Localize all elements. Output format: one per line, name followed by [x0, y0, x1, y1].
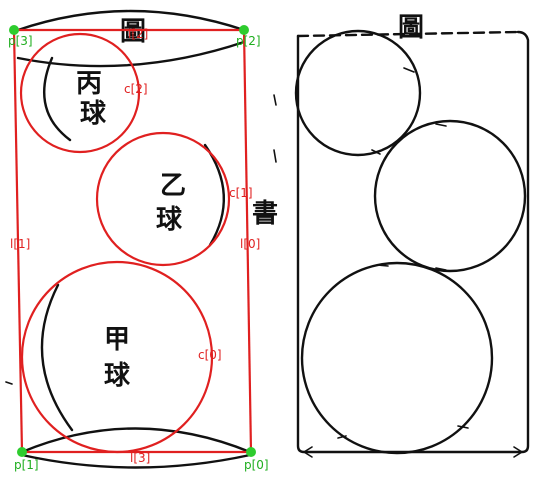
point-label-p1: p[1] — [14, 458, 39, 472]
line-label-l0: l[0] — [240, 237, 260, 251]
line-label-l1: l[1] — [10, 237, 30, 251]
circle-label-c2: c[2] — [124, 82, 148, 96]
circle-c1 — [95, 131, 231, 267]
left-top-arc — [16, 9, 246, 32]
right-top-caption: 圖 — [398, 13, 424, 43]
right-ball-tick — [377, 264, 389, 267]
ball-label-bing-2: 球 — [80, 99, 107, 129]
left-ball-ink-arc-small — [43, 56, 72, 142]
left-top-caption: 圖 — [120, 17, 146, 47]
circle-c0 — [20, 260, 214, 454]
point-p1 — [17, 447, 27, 457]
right-container-outline — [296, 30, 530, 454]
ball-label-jia-1: 甲 — [104, 325, 130, 355]
right-ball-tick — [457, 425, 469, 429]
circle-label-c0: c[0] — [198, 348, 222, 362]
ball-label-bing-1: 丙 — [76, 69, 102, 99]
left-top-inner-arc — [16, 40, 246, 68]
point-p2 — [239, 25, 249, 35]
right-ball-bottom — [300, 261, 494, 455]
point-label-p0: p[0] — [244, 458, 269, 472]
left-bottom-outer-arc — [20, 453, 252, 469]
line-l1 — [12, 29, 24, 453]
ball-label-jia-2: 球 — [104, 361, 131, 391]
right-ball-tick — [435, 123, 447, 127]
line-l0 — [242, 29, 253, 453]
right-figure: 圖 — [294, 13, 530, 458]
ink-mark — [273, 94, 277, 106]
right-ball-tick — [337, 435, 347, 439]
point-label-p3: p[3] — [8, 34, 33, 48]
right-ball-middle — [373, 119, 527, 273]
left-figure: 圖 書 丙 球 乙 球 甲 球 — [5, 9, 278, 469]
right-ball-tick — [371, 149, 381, 155]
left-side-caption: 書 — [252, 199, 278, 229]
ink-mark — [5, 381, 13, 385]
right-arrow-right — [513, 446, 523, 458]
line-label-l2: l[2] — [128, 27, 148, 41]
line-label-l3: l[3] — [130, 451, 150, 465]
right-ball-tick — [403, 67, 415, 73]
point-p0 — [246, 447, 256, 457]
point-label-p2: p[2] — [236, 34, 261, 48]
point-p3 — [9, 25, 19, 35]
ball-label-yi-2: 球 — [156, 205, 183, 235]
right-ball-top — [294, 29, 422, 157]
left-bottom-arc — [20, 427, 252, 454]
right-arrow-left — [303, 446, 313, 458]
circle-label-c1: c[1] — [229, 186, 253, 200]
circle-c2 — [19, 32, 141, 154]
ink-mark — [273, 149, 277, 163]
ball-label-yi-1: 乙 — [160, 171, 186, 201]
overlay: p[0] p[1] p[2] p[3] l[0] l[1] l[2] l[3] … — [8, 25, 269, 472]
left-ball-ink-arc-big — [40, 283, 74, 432]
right-ball-tick — [435, 267, 447, 271]
